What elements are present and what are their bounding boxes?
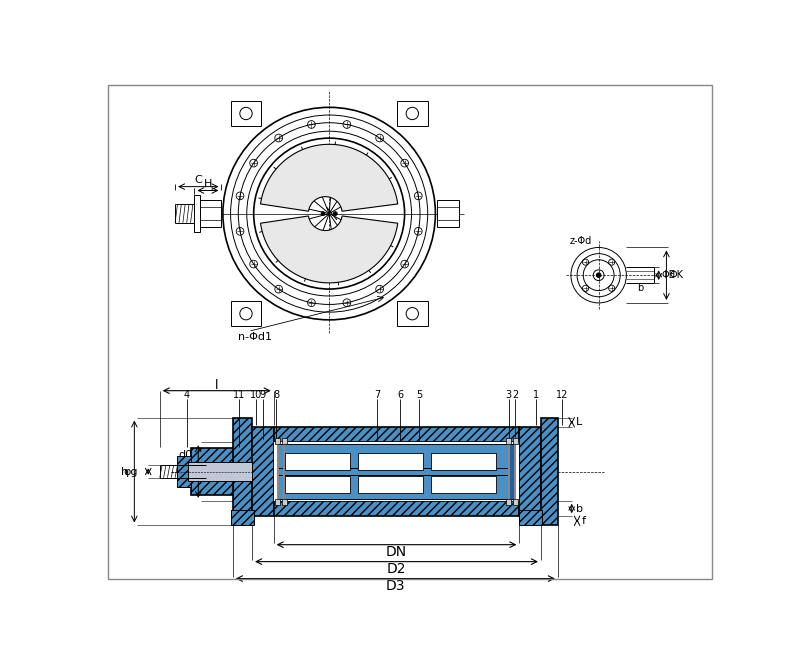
Bar <box>431 476 496 493</box>
Text: d0: d0 <box>178 449 192 460</box>
Bar <box>513 438 518 444</box>
Bar <box>519 510 542 526</box>
Text: 9: 9 <box>260 390 266 399</box>
Text: C: C <box>194 175 202 185</box>
Bar <box>200 200 222 227</box>
Polygon shape <box>274 501 519 516</box>
Text: f: f <box>582 516 586 526</box>
Bar <box>286 476 350 493</box>
Text: h: h <box>121 466 128 476</box>
Bar <box>282 438 287 444</box>
Bar <box>274 442 519 501</box>
Text: b: b <box>637 283 643 293</box>
Text: n-Φd1: n-Φd1 <box>238 332 272 342</box>
Text: ΦK: ΦK <box>670 270 683 280</box>
Text: 5: 5 <box>416 390 422 399</box>
Bar <box>275 499 280 505</box>
Bar <box>275 438 280 444</box>
Circle shape <box>596 273 601 277</box>
Polygon shape <box>261 145 398 212</box>
Polygon shape <box>190 449 233 495</box>
Text: 8: 8 <box>273 390 279 399</box>
Text: φg: φg <box>123 466 138 476</box>
Bar <box>278 468 515 476</box>
Polygon shape <box>252 427 274 516</box>
Text: 4: 4 <box>184 390 190 399</box>
Text: z-Φd: z-Φd <box>570 237 592 246</box>
Text: D3: D3 <box>386 579 405 593</box>
Text: 6: 6 <box>397 390 403 399</box>
Text: 10: 10 <box>250 390 262 399</box>
Bar <box>194 195 200 232</box>
Text: H: H <box>204 179 213 189</box>
Polygon shape <box>541 418 558 526</box>
Bar <box>437 200 458 227</box>
Bar <box>231 510 254 526</box>
Text: 11: 11 <box>233 390 245 399</box>
Bar <box>230 101 262 125</box>
Text: 2: 2 <box>512 390 518 399</box>
Bar <box>358 476 423 493</box>
Polygon shape <box>233 418 252 526</box>
Polygon shape <box>509 444 514 499</box>
Bar <box>188 463 252 481</box>
Polygon shape <box>177 456 190 487</box>
Text: L: L <box>576 417 582 427</box>
Bar <box>513 499 518 505</box>
Bar <box>506 438 511 444</box>
Bar <box>358 453 423 470</box>
Bar <box>397 302 428 326</box>
Circle shape <box>334 212 338 215</box>
Polygon shape <box>274 427 519 442</box>
Text: 12: 12 <box>555 390 568 399</box>
Bar <box>397 101 428 125</box>
Circle shape <box>321 212 325 215</box>
Text: D2: D2 <box>386 562 406 576</box>
Polygon shape <box>261 216 398 283</box>
Bar <box>431 453 496 470</box>
Text: l: l <box>215 379 218 392</box>
Polygon shape <box>519 427 541 516</box>
Polygon shape <box>278 444 515 468</box>
Text: ΦE: ΦE <box>662 270 675 280</box>
Bar <box>286 453 350 470</box>
Bar <box>506 499 511 505</box>
Text: b: b <box>576 503 583 514</box>
Polygon shape <box>278 476 515 499</box>
Text: 1: 1 <box>534 390 539 399</box>
Text: DN: DN <box>386 545 407 559</box>
Bar <box>282 499 287 505</box>
Bar <box>230 302 262 326</box>
Text: 7: 7 <box>374 390 380 399</box>
Text: 3: 3 <box>506 390 512 399</box>
